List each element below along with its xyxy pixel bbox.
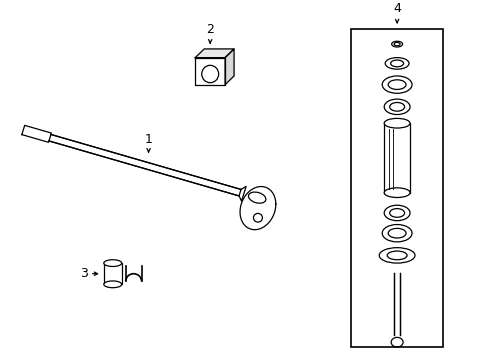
Polygon shape <box>240 186 275 230</box>
Text: 1: 1 <box>144 133 152 147</box>
Ellipse shape <box>384 118 409 128</box>
Polygon shape <box>22 125 51 142</box>
Text: 4: 4 <box>392 2 400 15</box>
Ellipse shape <box>248 192 265 203</box>
Polygon shape <box>239 186 245 201</box>
Polygon shape <box>393 273 399 336</box>
Polygon shape <box>195 58 224 85</box>
Polygon shape <box>49 134 241 196</box>
Polygon shape <box>195 49 234 58</box>
Ellipse shape <box>103 260 122 266</box>
Ellipse shape <box>103 281 122 288</box>
Bar <box>103 263 122 284</box>
Polygon shape <box>224 49 234 85</box>
Text: 2: 2 <box>206 23 214 36</box>
Ellipse shape <box>384 188 409 198</box>
Bar <box>384 123 409 193</box>
Text: 3: 3 <box>80 267 88 280</box>
Bar <box>351 29 442 347</box>
